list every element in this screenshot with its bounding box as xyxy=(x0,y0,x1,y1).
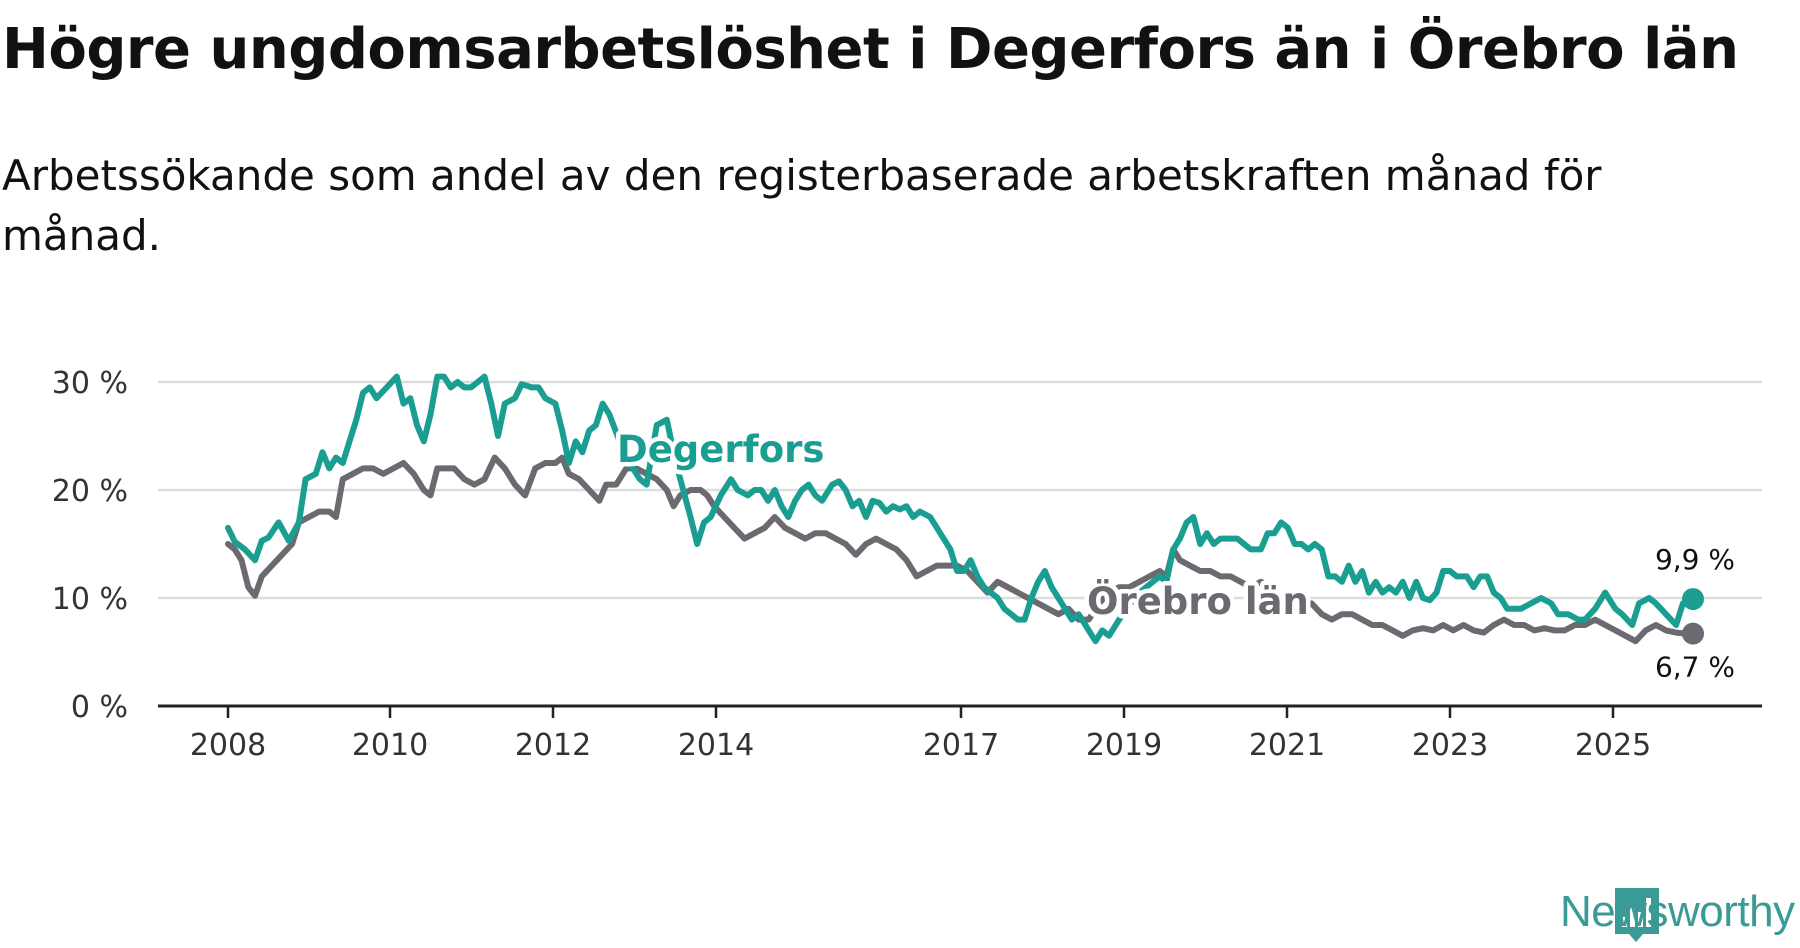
x-tick-label: 2025 xyxy=(1575,728,1651,763)
end-value-degerfors: 9,9 % xyxy=(1655,543,1735,576)
series-line-orebro-lan xyxy=(225,454,1696,645)
brand-name: Newsworthy xyxy=(1560,887,1795,936)
x-tick-label: 2010 xyxy=(352,728,428,763)
y-tick-label: 20 % xyxy=(52,474,128,509)
end-markers: 9,9 % 6,7 % xyxy=(1655,543,1735,684)
x-tick-label: 2021 xyxy=(1249,728,1325,763)
page-subtitle: Arbetssökande som andel av den registerb… xyxy=(2,151,1602,260)
y-tick-label: 10 % xyxy=(52,582,128,617)
page-title: Högre ungdomsarbetslöshet i Degerfors än… xyxy=(2,17,1739,82)
series-label-degerfors: Degerfors xyxy=(617,428,824,471)
series-labels: Degerfors Örebro län xyxy=(613,424,1314,628)
y-tick-label: 30 % xyxy=(52,366,128,401)
line-chart: 0 % 10 % 20 % 30 % 2008 2010 2012 2014 2017 2019… xyxy=(52,366,1762,763)
newsworthy-logo xyxy=(1615,888,1659,942)
end-value-orebro-lan: 6,7 % xyxy=(1655,651,1735,684)
y-axis: 0 % 10 % 20 % 30 % xyxy=(52,366,128,725)
series-lines xyxy=(225,373,1696,645)
x-tick-label: 2019 xyxy=(1086,728,1162,763)
y-tick-label: 0 % xyxy=(71,690,128,725)
x-tick-label: 2012 xyxy=(515,728,591,763)
end-marker-degerfors xyxy=(1682,588,1704,611)
series-line-degerfors xyxy=(225,373,1696,645)
x-tick-label: 2023 xyxy=(1412,728,1488,763)
x-tick-label: 2017 xyxy=(923,728,999,763)
x-tick-label: 2014 xyxy=(678,728,754,763)
x-axis: 2008 2010 2012 2014 2017 2019 2021 2023 2025 xyxy=(190,706,1651,763)
end-marker-orebro-lan xyxy=(1682,622,1704,645)
bar-chart-icon xyxy=(1615,888,1659,942)
x-tick-label: 2008 xyxy=(190,728,266,763)
series-label-orebro-lan: Örebro län xyxy=(1087,579,1309,623)
